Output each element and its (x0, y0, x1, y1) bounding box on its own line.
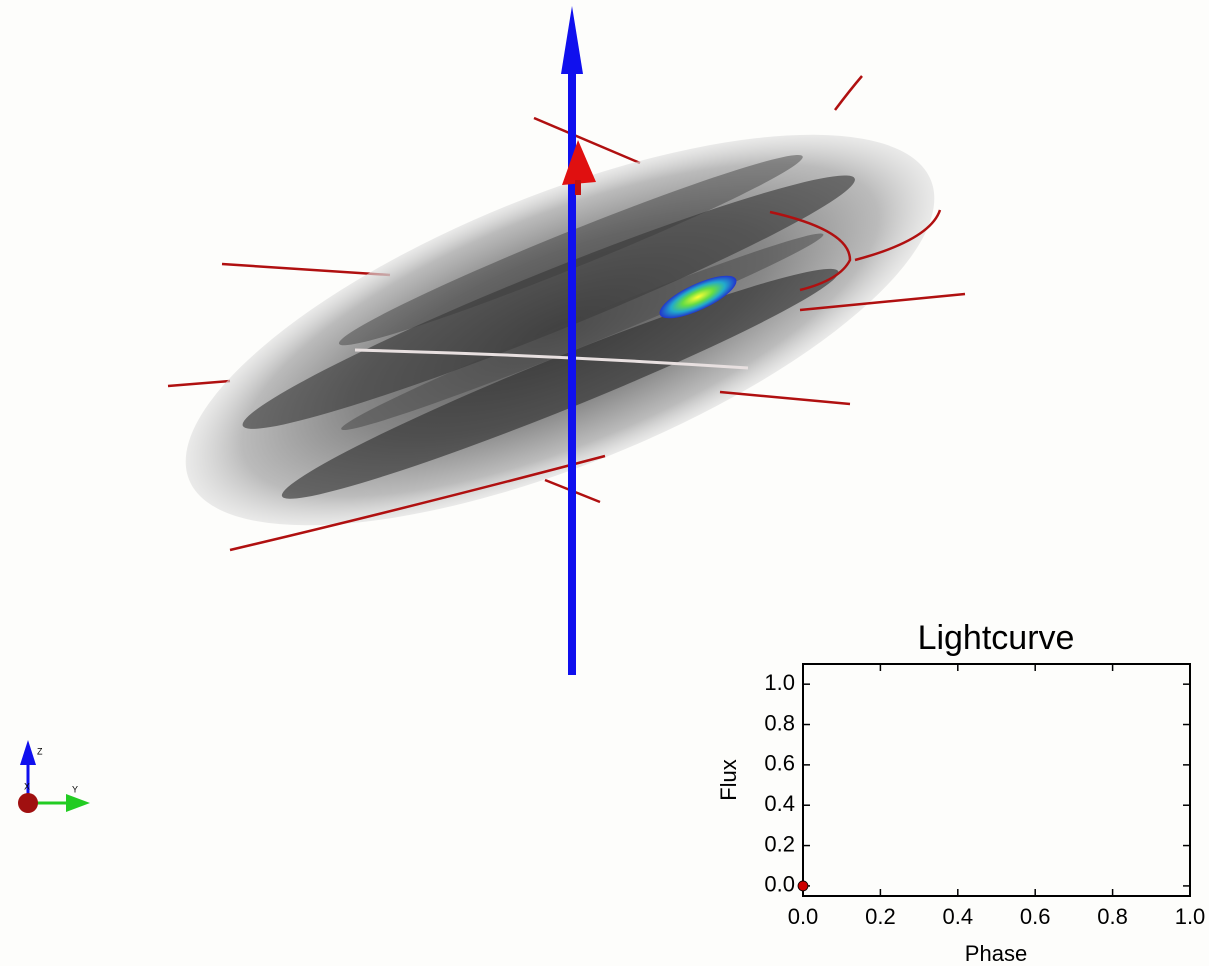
triad-label: Y (72, 784, 78, 794)
x-axis-label: Phase (965, 941, 1027, 966)
red-line (720, 392, 850, 404)
triad-label: Z (37, 746, 43, 756)
scene (139, 6, 982, 675)
point (798, 881, 808, 891)
chart-title: Lightcurve (918, 619, 1075, 657)
y-axis-label: Flux (716, 759, 741, 801)
y-tick-label: 0.0 (764, 872, 795, 897)
triad-z-arrow (20, 740, 36, 765)
y-tick-label: 0.6 (764, 751, 795, 776)
y-tick-label: 0.2 (764, 831, 795, 856)
red-line (534, 118, 640, 163)
y-tick-label: 1.0 (764, 670, 795, 695)
red-line (168, 381, 230, 386)
y-tick-label: 0.8 (764, 710, 795, 735)
plot-frame (803, 664, 1190, 896)
viewport: Z X Y Lightcurve Phase Flux 0.0 0.2 0.4 0.6… (0, 0, 1209, 966)
red-arrow (562, 140, 596, 185)
triad-label: X (24, 781, 30, 791)
x-tick-label: 0.6 (1020, 904, 1051, 929)
page: Z X Y Lightcurve Phase Flux 0.0 0.2 0.4 0.6… (0, 0, 1209, 966)
x-tick-label: 0.8 (1097, 904, 1128, 929)
red-line (222, 264, 390, 275)
lightcurve-chart: Lightcurve Phase Flux 0.0 0.2 0.4 0.6 0.8 1.0… (716, 619, 1205, 966)
triad-x (18, 793, 38, 813)
gas-cloud (139, 55, 982, 605)
x-tick-label: 0.2 (865, 904, 896, 929)
triad-y-arrow (66, 794, 90, 812)
red-line (835, 76, 862, 110)
x-tick-label: 0.4 (943, 904, 974, 929)
x-tick-label: 0.0 (788, 904, 819, 929)
x-tick-label: 1.0 (1175, 904, 1206, 929)
y-tick-label: 0.4 (764, 791, 795, 816)
orientation-triad: Z X Y (18, 740, 90, 813)
z-arrow (561, 6, 583, 74)
